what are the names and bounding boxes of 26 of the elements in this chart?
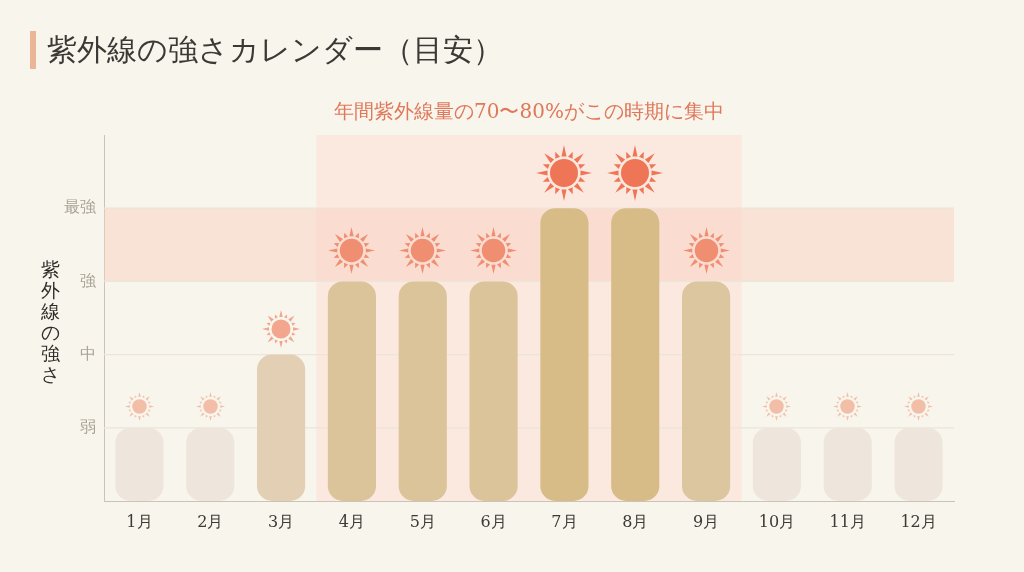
bar [257,354,306,501]
x-tick-label: 2月 [197,511,224,531]
x-tick-label: 6月 [480,511,507,531]
bar [611,208,660,501]
x-tick-label: 7月 [551,511,578,531]
bar [540,208,589,501]
bar [469,281,518,501]
band-label: 年間紫外線量の70〜80%がこの時期に集中 [334,99,724,124]
x-tick-label: 1月 [126,511,153,531]
x-tick-label: 8月 [622,511,649,531]
ref-line-label: 弱 [80,416,96,436]
x-tick-label: 12月 [900,511,937,531]
x-tick-label: 3月 [267,511,295,531]
x-tick-label: 4月 [338,511,366,531]
bar [398,281,447,501]
x-tick-label: 10月 [758,511,796,531]
ref-line-label: 強 [80,270,96,290]
ref-line-label: 中 [80,343,96,363]
bar [682,281,731,501]
x-tick-label: 11月 [829,511,866,531]
ref-line-label: 最強 [64,197,96,217]
x-tick-label: 9月 [692,511,720,531]
x-tick-label: 5月 [409,511,436,531]
y-axis-title: 紫外線の強さ [40,258,60,385]
bar [327,281,376,501]
chart-title: 紫外線の強さカレンダー（目安） [47,31,503,69]
